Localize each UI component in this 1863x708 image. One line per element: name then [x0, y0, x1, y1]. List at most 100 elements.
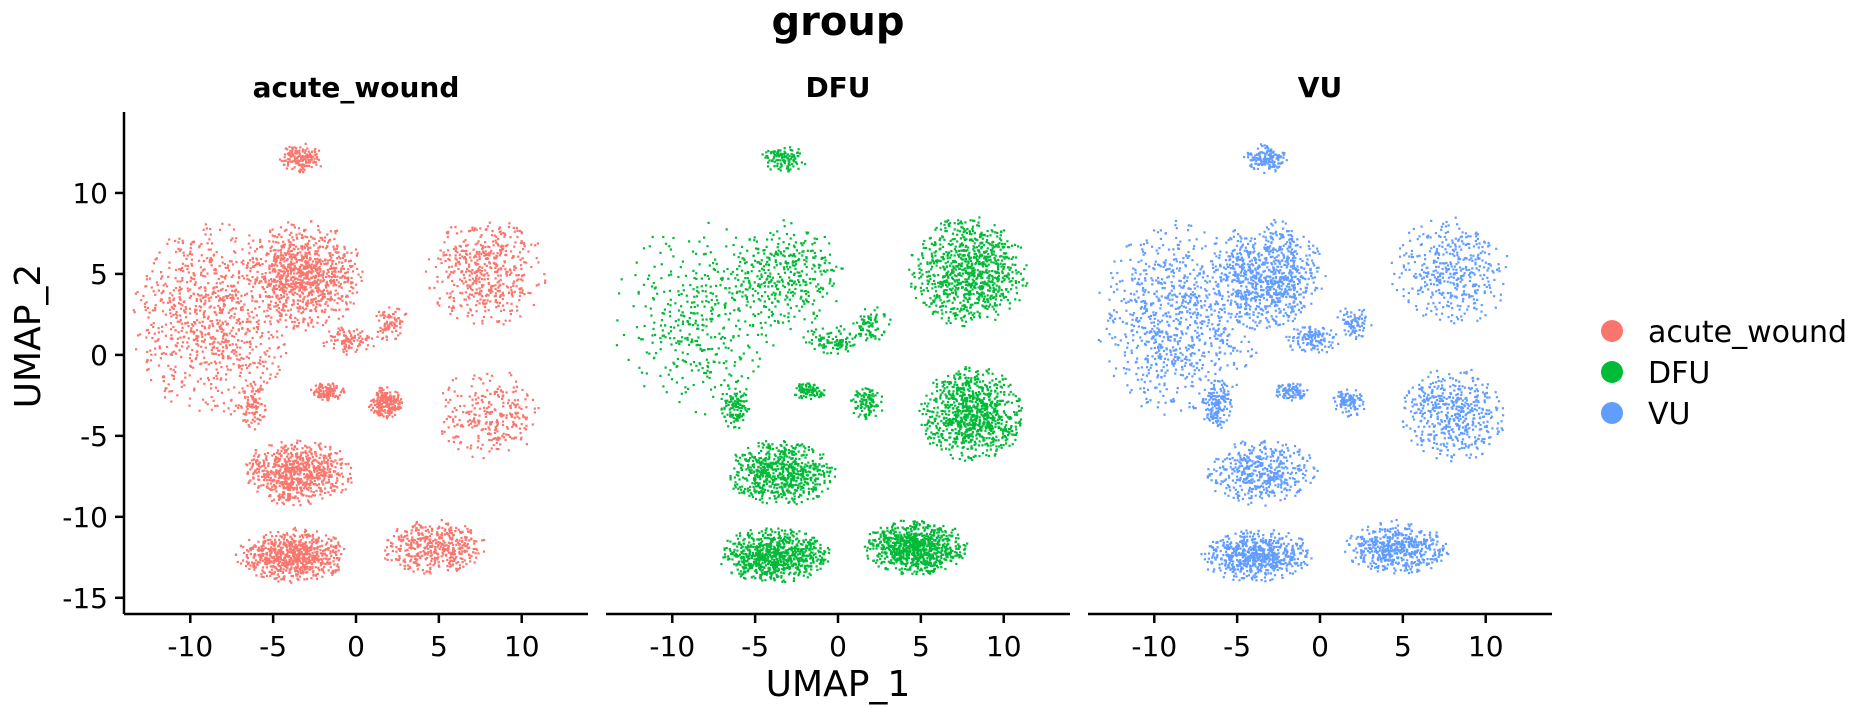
point [311, 534, 314, 537]
point [471, 420, 474, 423]
point [178, 296, 181, 299]
point [191, 330, 194, 333]
point [328, 393, 331, 397]
point [230, 398, 233, 401]
point [318, 245, 321, 249]
point [312, 537, 315, 540]
point [287, 447, 290, 450]
point [285, 228, 288, 231]
point [308, 161, 311, 164]
point [273, 356, 276, 359]
point [148, 331, 151, 335]
point [152, 322, 155, 325]
point [489, 411, 492, 414]
point [428, 535, 431, 538]
point [346, 271, 349, 274]
point [226, 322, 229, 326]
point [187, 290, 190, 293]
point [323, 472, 326, 476]
point [233, 312, 236, 315]
point [232, 274, 235, 277]
point [207, 379, 211, 382]
point [477, 419, 480, 422]
point [269, 482, 272, 485]
point [324, 554, 327, 557]
point [265, 574, 269, 577]
point [465, 259, 468, 262]
point [380, 407, 383, 410]
point [299, 504, 302, 507]
point [427, 258, 430, 261]
point [292, 282, 295, 285]
point [340, 458, 343, 461]
point [486, 225, 489, 228]
point [448, 529, 451, 532]
point [497, 268, 500, 271]
point [335, 247, 338, 251]
point [416, 537, 419, 541]
point [329, 566, 332, 569]
point [246, 396, 249, 399]
point [448, 542, 451, 545]
point [278, 285, 281, 289]
point [310, 298, 313, 301]
point [437, 544, 440, 547]
point [308, 474, 311, 478]
point [469, 284, 472, 287]
point [314, 384, 318, 387]
point [509, 286, 513, 289]
point [299, 305, 302, 309]
point [205, 227, 208, 230]
point [211, 346, 214, 349]
point [466, 253, 469, 256]
point [200, 306, 203, 309]
point [467, 269, 470, 272]
point [283, 243, 286, 246]
point [296, 302, 299, 305]
point [378, 390, 381, 393]
point [296, 447, 299, 450]
point [291, 304, 294, 307]
point [298, 567, 301, 570]
point [254, 470, 257, 473]
point [263, 571, 266, 574]
point [162, 284, 165, 287]
point [287, 158, 290, 161]
point [496, 270, 499, 273]
point [262, 575, 265, 579]
point [274, 375, 277, 378]
point [259, 238, 262, 241]
point [343, 247, 346, 250]
point [288, 233, 291, 236]
point [304, 260, 307, 263]
point [177, 241, 180, 244]
point [340, 466, 343, 470]
point [267, 284, 270, 287]
point [330, 571, 333, 574]
point [211, 292, 214, 296]
point [490, 316, 493, 319]
point [453, 549, 456, 552]
point [483, 278, 486, 281]
point [429, 549, 432, 552]
point [275, 559, 278, 562]
point [314, 539, 317, 542]
point [475, 271, 478, 274]
point [450, 307, 453, 310]
point [391, 403, 394, 406]
point [316, 546, 319, 549]
point [349, 301, 352, 304]
point [310, 453, 313, 456]
point [442, 553, 445, 556]
point [424, 535, 427, 538]
point [278, 452, 282, 455]
point [525, 406, 528, 409]
point [321, 569, 324, 572]
point [212, 287, 215, 290]
point [281, 463, 284, 466]
point [492, 284, 495, 288]
point [472, 281, 475, 284]
point [324, 236, 327, 239]
point [470, 287, 473, 290]
point [418, 523, 421, 526]
